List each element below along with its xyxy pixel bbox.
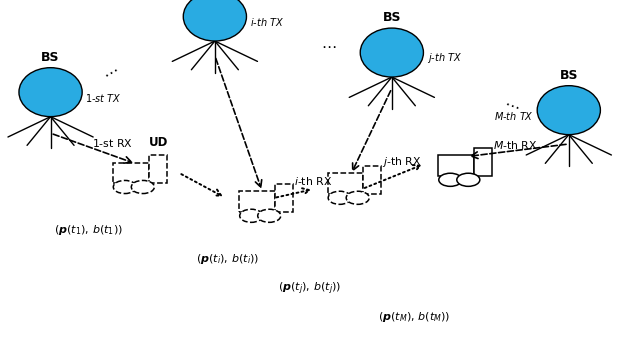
Ellipse shape xyxy=(183,0,246,41)
Ellipse shape xyxy=(360,28,423,77)
Text: $(\boldsymbol{p}(t_j),\,b(t_j))$: $(\boldsymbol{p}(t_j),\,b(t_j))$ xyxy=(278,281,341,297)
Text: BS: BS xyxy=(41,51,60,64)
Text: $\cdots$: $\cdots$ xyxy=(321,37,336,53)
Text: $(\boldsymbol{p}(t_M),\,b(t_M))$: $(\boldsymbol{p}(t_M),\,b(t_M))$ xyxy=(378,310,450,324)
FancyBboxPatch shape xyxy=(474,148,492,176)
Circle shape xyxy=(240,209,263,222)
Circle shape xyxy=(328,191,351,204)
Ellipse shape xyxy=(537,86,600,135)
Circle shape xyxy=(131,180,154,194)
FancyBboxPatch shape xyxy=(439,156,474,176)
Text: $M$-th TX: $M$-th TX xyxy=(494,110,534,122)
Circle shape xyxy=(113,180,137,194)
Text: $(\boldsymbol{p}(t_i),\,b(t_i))$: $(\boldsymbol{p}(t_i),\,b(t_i))$ xyxy=(196,252,259,266)
Text: $j$-th TX: $j$-th TX xyxy=(427,51,462,65)
Ellipse shape xyxy=(19,68,82,117)
Text: BS: BS xyxy=(382,12,401,24)
FancyBboxPatch shape xyxy=(149,156,166,183)
Circle shape xyxy=(258,209,281,222)
Text: $\cdots$: $\cdots$ xyxy=(100,62,121,82)
FancyBboxPatch shape xyxy=(328,174,363,194)
Text: $i$-th RX: $i$-th RX xyxy=(294,175,332,187)
Circle shape xyxy=(457,173,480,186)
Text: $M$-th RX: $M$-th RX xyxy=(493,139,538,151)
Text: $1$-st TX: $1$-st TX xyxy=(85,92,122,104)
Circle shape xyxy=(439,173,462,186)
Text: $\cdots$: $\cdots$ xyxy=(502,95,522,114)
Circle shape xyxy=(346,191,369,204)
FancyBboxPatch shape xyxy=(275,184,293,212)
Text: $j$-th RX: $j$-th RX xyxy=(382,155,422,169)
Text: $i$-th TX: $i$-th TX xyxy=(250,16,284,28)
FancyBboxPatch shape xyxy=(363,166,382,194)
FancyBboxPatch shape xyxy=(240,192,275,212)
Text: $1$-st RX: $1$-st RX xyxy=(92,138,133,149)
Text: $(\boldsymbol{p}(t_1),\,b(t_1))$: $(\boldsymbol{p}(t_1),\,b(t_1))$ xyxy=(54,223,123,237)
FancyBboxPatch shape xyxy=(113,163,149,183)
Text: BS: BS xyxy=(559,69,578,82)
Text: UD: UD xyxy=(149,136,168,149)
